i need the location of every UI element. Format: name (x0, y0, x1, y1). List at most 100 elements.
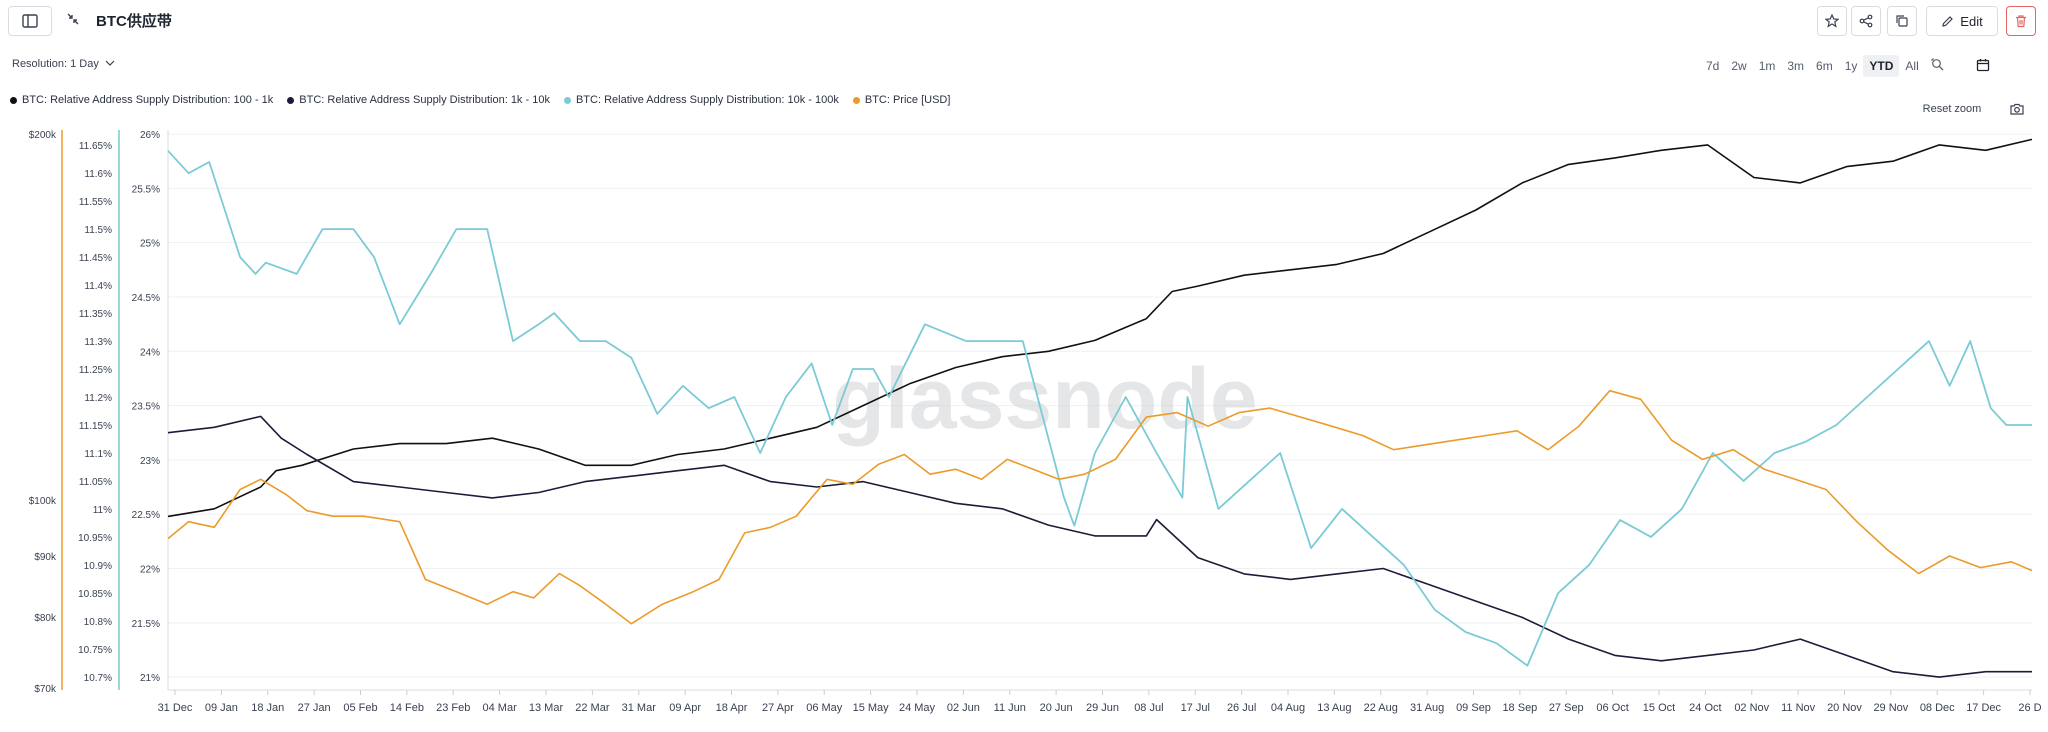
range-1y[interactable]: 1y (1844, 59, 1858, 73)
zoom-button[interactable] (1925, 54, 1950, 78)
x-tick-label: 06 Oct (1596, 702, 1628, 714)
range-6m[interactable]: 6m (1816, 59, 1833, 73)
series-line-100-1k (167, 138, 2033, 518)
legend-label-100-1k: BTC: Relative Address Supply Distributio… (22, 94, 274, 106)
x-tick-label: 18 Apr (716, 702, 748, 714)
price-tick-label: $100k (29, 496, 57, 507)
main-tick-label: 21% (140, 673, 160, 684)
copy-icon (1896, 15, 1908, 27)
sidebar-toggle-icon (22, 14, 38, 28)
edit-button-label: Edit (1960, 13, 1983, 29)
sidebar-toggle-button[interactable] (8, 6, 52, 36)
x-tick-label: 18 Sep (1502, 702, 1537, 714)
range-ytd[interactable]: YTD (1863, 55, 1900, 77)
main-tick-label: 24.5% (132, 293, 160, 304)
time-range-bar: 7d 2w 1m 3m 6m 1y YTD All (1700, 52, 1996, 80)
main-tick-label: 22% (140, 565, 160, 576)
resolution-select[interactable]: Resolution: 1 Day (12, 58, 115, 70)
main-tick-label: 23% (140, 456, 160, 467)
x-tick-label: 05 Feb (343, 702, 377, 714)
favorite-button[interactable] (1817, 6, 1847, 36)
legend-label-price: BTC: Price [USD] (864, 94, 951, 106)
x-tick-label: 31 Aug (1410, 702, 1444, 714)
x-tick-label: 08 Dec (1920, 702, 1955, 714)
mid-tick-label: 11.45% (79, 253, 112, 264)
reset-zoom-button[interactable]: Reset zoom (1922, 103, 1982, 115)
mid-tick-label: 10.8% (84, 617, 112, 628)
copy-button[interactable] (1887, 6, 1917, 36)
x-tick-label: 31 Mar (622, 702, 657, 714)
calendar-icon (1976, 58, 1989, 71)
range-2w[interactable]: 2w (1731, 59, 1747, 73)
zoom-icon (1931, 58, 1944, 71)
legend-item-1k-10k[interactable]: BTC: Relative Address Supply Distributio… (287, 94, 550, 106)
mid-tick-label: 11.65% (79, 141, 112, 152)
main-tick-label: 25% (140, 239, 160, 250)
mid-tick-label: 11.15% (79, 421, 112, 432)
x-tick-label: 27 Sep (1549, 702, 1584, 714)
trash-icon (2016, 15, 2026, 28)
x-tick-label: 13 Mar (529, 702, 564, 714)
mid-tick-label: 10.7% (84, 673, 112, 684)
x-tick-label: 02 Nov (1734, 702, 1769, 714)
mid-tick-label: 11.55% (79, 197, 112, 208)
x-tick-label: 18 Jan (251, 702, 284, 714)
mid-tick-label: 10.9% (84, 561, 112, 572)
mid-tick-label: 11.25% (79, 365, 112, 376)
mid-tick-label: 11.1% (84, 449, 112, 460)
chevron-down-icon (105, 60, 115, 66)
x-tick-label: 13 Aug (1317, 702, 1351, 714)
legend-item-100-1k[interactable]: BTC: Relative Address Supply Distributio… (10, 94, 273, 106)
mid-tick-label: 10.85% (78, 589, 112, 600)
series-line-price (167, 389, 2033, 625)
legend-item-10k-100k[interactable]: BTC: Relative Address Supply Distributio… (563, 94, 839, 106)
main-tick-label: 26% (140, 130, 160, 141)
x-tick-label: 11 Nov (1781, 702, 1816, 714)
range-3m[interactable]: 3m (1787, 59, 1805, 73)
price-tick-label: $80k (34, 613, 57, 624)
x-tick-label: 11 Jun (994, 702, 1026, 714)
mid-tick-label: 11.05% (79, 477, 112, 488)
delete-button[interactable] (2006, 6, 2036, 36)
x-tick-label: 04 Mar (483, 702, 518, 714)
range-1m[interactable]: 1m (1758, 59, 1776, 73)
x-tick-label: 09 Jan (205, 702, 238, 714)
x-tick-label: 04 Aug (1271, 702, 1305, 714)
mid-tick-label: 10.75% (78, 645, 112, 656)
legend-item-price[interactable]: BTC: Price [USD] (852, 94, 951, 106)
range-all[interactable]: All (1905, 59, 1919, 73)
screenshot-button[interactable] (2006, 98, 2028, 120)
mid-tick-label: 11.6% (84, 169, 112, 180)
legend-label-10k-100k: BTC: Relative Address Supply Distributio… (575, 94, 839, 106)
x-tick-label: 22 Aug (1364, 702, 1398, 714)
main-tick-label: 21.5% (132, 619, 160, 630)
mid-tick-label: 11.4% (84, 281, 112, 292)
mid-tick-label: 11% (93, 505, 112, 516)
main-tick-label: 23.5% (132, 402, 160, 413)
legend-label-1k-10k: BTC: Relative Address Supply Distributio… (299, 94, 550, 106)
watermark-text: glassnode (832, 351, 1257, 447)
share-button[interactable] (1851, 6, 1881, 36)
x-tick-label: 09 Apr (669, 702, 701, 714)
x-tick-label: 22 Mar (575, 702, 610, 714)
legend-dot-1k-10k (287, 96, 295, 104)
main-tick-label: 22.5% (132, 510, 160, 521)
price-tick-label: $90k (34, 552, 57, 563)
camera-icon (2010, 103, 2024, 115)
mid-tick-label: 11.35% (79, 309, 112, 320)
x-tick-label: 17 Jul (1181, 702, 1210, 714)
x-tick-label: 31 Dec (158, 702, 193, 714)
calendar-button[interactable] (1970, 54, 1996, 79)
x-tick-label: 27 Jan (298, 702, 331, 714)
top-bar: BTC供应带 Edit (0, 0, 2048, 44)
resolution-label: Resolution: 1 Day (12, 58, 99, 70)
edit-button[interactable]: Edit (1926, 6, 1998, 36)
legend-dot-10k-100k (563, 96, 571, 104)
x-tick-label: 26 Jul (1227, 702, 1256, 714)
x-tick-label: 09 Sep (1456, 702, 1491, 714)
x-tick-label: 29 Jun (1086, 702, 1119, 714)
collapse-button[interactable] (66, 12, 84, 30)
range-7d[interactable]: 7d (1706, 59, 1720, 73)
x-tick-label: 29 Nov (1873, 702, 1908, 714)
